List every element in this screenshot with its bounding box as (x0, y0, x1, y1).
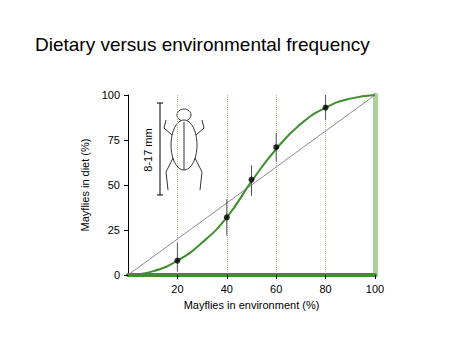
svg-text:Mayflies in environment (%): Mayflies in environment (%) (184, 299, 320, 311)
svg-text:40: 40 (221, 283, 233, 295)
svg-text:100: 100 (366, 283, 384, 295)
svg-text:60: 60 (270, 283, 282, 295)
svg-text:Mayflies in diet (%): Mayflies in diet (%) (79, 139, 91, 232)
svg-text:Dietary versus environmental f: Dietary versus environmental frequency (35, 34, 370, 55)
svg-text:50: 50 (108, 179, 120, 191)
svg-text:75: 75 (108, 134, 120, 146)
svg-text:20: 20 (171, 283, 183, 295)
svg-text:25: 25 (108, 224, 120, 236)
svg-text:0: 0 (114, 269, 120, 281)
svg-text:8-17 mm: 8-17 mm (142, 128, 154, 171)
svg-text:80: 80 (319, 283, 331, 295)
svg-text:100: 100 (102, 89, 120, 101)
